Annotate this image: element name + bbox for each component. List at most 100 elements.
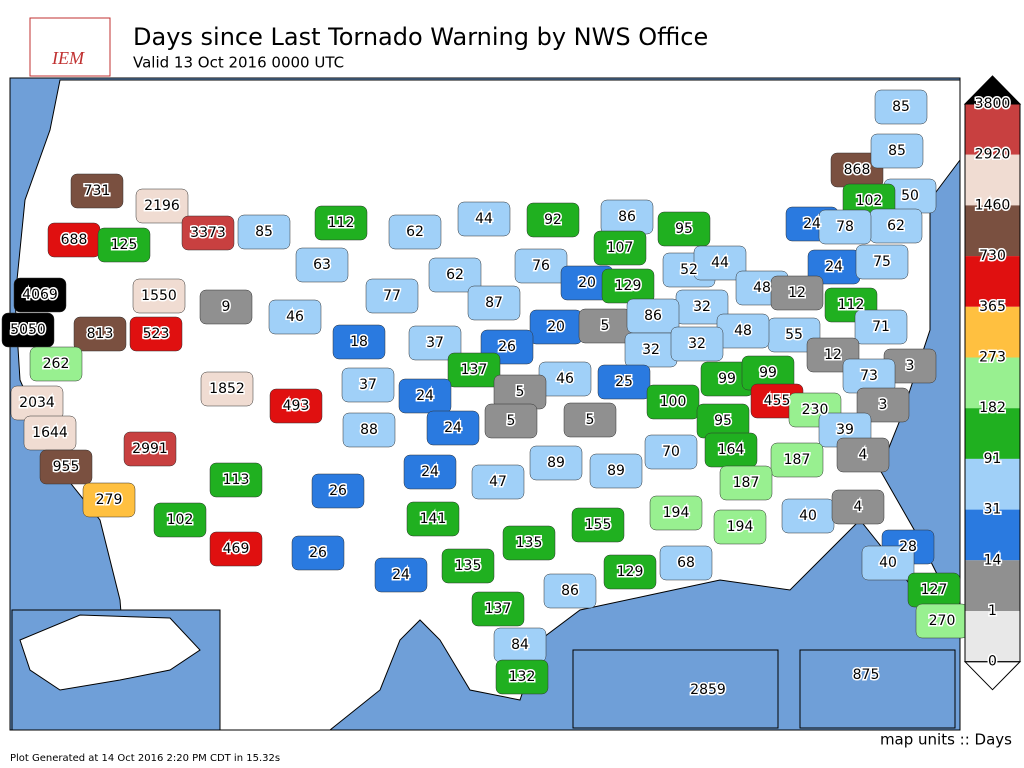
office-value: 12 [824,347,842,363]
office-value: 47 [489,474,507,490]
legend-swatch [965,104,1020,155]
office-area [495,659,549,695]
office-value: 2196 [144,198,180,214]
office-area [719,465,773,501]
office-value: 95 [675,221,693,237]
office-area [13,277,67,313]
office-value: 89 [607,463,625,479]
office-area [713,509,767,545]
office-area [649,495,703,531]
office-area [589,453,643,489]
office-value: 155 [585,517,612,533]
office-value: 55 [785,327,803,343]
legend-tick-label: 365 [979,299,1006,315]
office-area [132,278,186,314]
office-value: 24 [825,259,843,275]
office-value: 76 [532,258,550,274]
office-value: 48 [734,323,752,339]
office-area [209,462,263,498]
office-value: 24 [416,388,434,404]
office-value: 4069 [22,287,58,303]
office-value: 26 [498,339,516,355]
office-area [135,188,189,224]
legend-tick-label: 1460 [975,197,1011,213]
office-value: 4 [859,447,868,463]
office-area [855,244,909,280]
title: Days since Last Tornado Warning by NWS O… [133,23,708,51]
office-value: 102 [167,512,194,528]
office-area [502,525,556,561]
office-area [597,364,651,400]
office-value: 137 [485,601,512,617]
office-value: 24 [392,567,410,583]
office-value: 39 [836,422,854,438]
office-value: 279 [96,492,123,508]
office-value: 62 [406,224,424,240]
office-value: 86 [644,308,662,324]
office-value: 70 [662,444,680,460]
pr-inset [799,649,956,729]
office-value: 62 [446,267,464,283]
logo: IEM [51,48,85,68]
office-area [237,214,291,250]
office-value: 26 [329,483,347,499]
office-value: 87 [485,295,503,311]
office-area [153,502,207,538]
office-area [311,473,365,509]
office-area [181,215,235,251]
office-area [82,482,136,518]
office-value: 62 [887,218,905,234]
office-area [342,412,396,448]
hawaii-inset [572,649,779,729]
office-value: 44 [475,211,493,227]
office-area [659,545,713,581]
office-area [406,501,460,537]
office-value: 85 [892,99,910,115]
office-value: 5 [516,384,525,400]
office-area [854,309,908,345]
office-value: 5 [601,318,610,334]
office-area [529,445,583,481]
office-area [646,384,700,420]
office-value: 2859 [690,682,726,698]
office-area [73,316,127,352]
office-value: 3 [906,358,915,374]
office-value: 112 [838,297,865,313]
office-value: 187 [733,475,760,491]
office-area [471,591,525,627]
office-area [291,535,345,571]
office-value: 1550 [141,288,177,304]
office-area [818,209,872,245]
office-area [836,437,890,473]
office-value: 73 [860,368,878,384]
office-value: 5 [507,413,516,429]
office-value: 813 [87,326,114,342]
office-area [199,289,253,325]
office-value: 132 [509,669,536,685]
office-area [426,410,480,446]
office-area [831,489,885,525]
office-area [129,316,183,352]
office-value: 37 [426,335,444,351]
office-value: 9 [222,299,231,315]
office-area [428,257,482,293]
office-value: 84 [511,637,529,653]
office-value: 875 [853,667,880,683]
office-area [870,133,924,169]
office-area [467,285,521,321]
legend-swatch [965,256,1020,307]
office-value: 46 [286,309,304,325]
office-area [403,454,457,490]
legend-swatch [965,205,1020,257]
office-area [200,371,254,407]
legend-swatch [965,357,1020,409]
office-area [657,211,711,247]
office-value: 48 [753,280,771,296]
office-area [603,554,657,590]
office-value: 868 [844,162,871,178]
legend-tick-label: 0 [988,654,997,670]
office-value: 99 [718,371,736,387]
office-area [441,548,495,584]
office-value: 89 [547,455,565,471]
